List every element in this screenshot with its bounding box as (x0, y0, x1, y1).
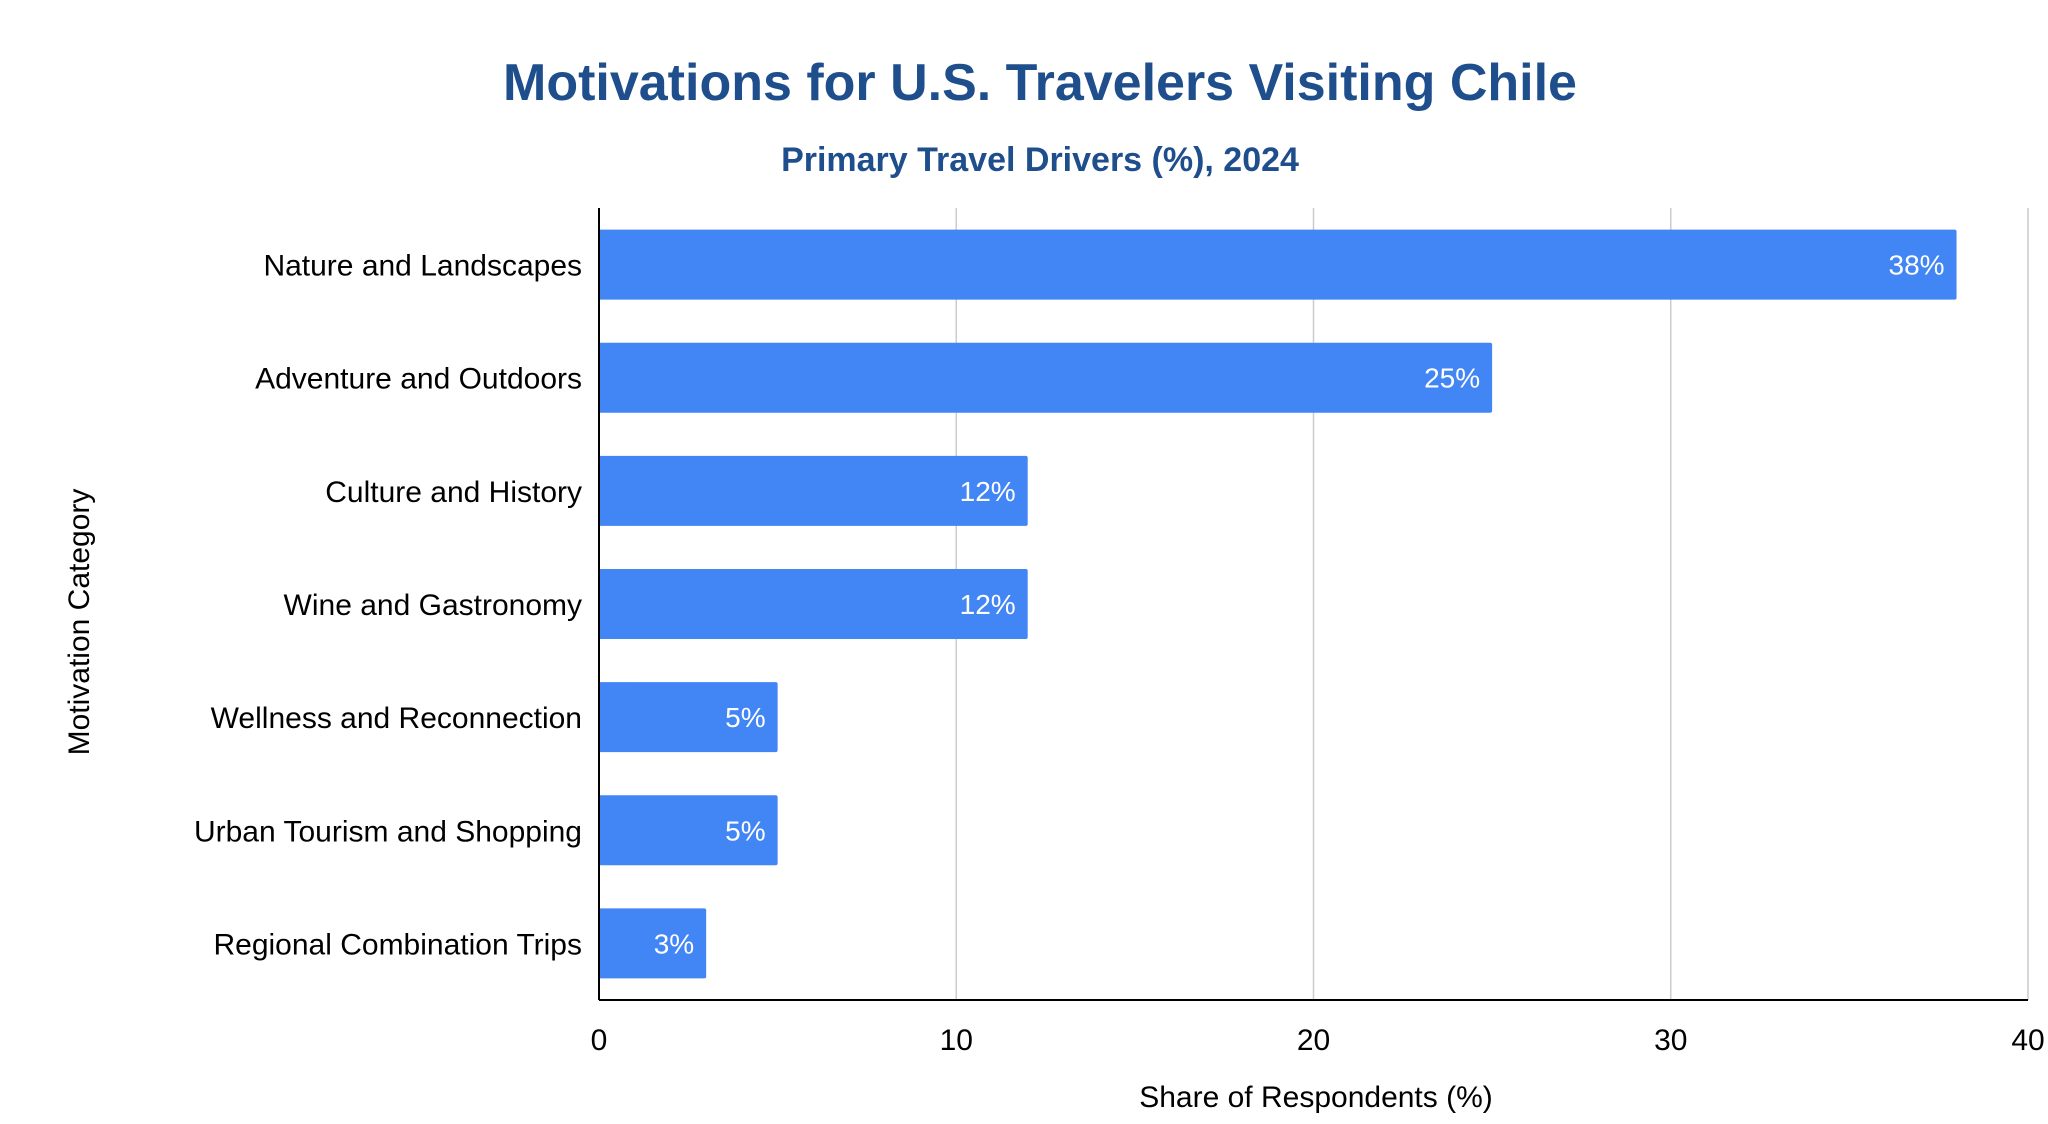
category-label: Wellness and Reconnection (211, 702, 582, 735)
category-label: Urban Tourism and Shopping (194, 815, 582, 848)
data-label: 5% (725, 815, 765, 846)
x-tick-label: 30 (1654, 1024, 1687, 1057)
category-label: Wine and Gastronomy (284, 589, 582, 622)
bar (599, 908, 707, 979)
data-label: 3% (654, 928, 694, 959)
category-label: Nature and Landscapes (263, 250, 582, 283)
data-label: 12% (960, 589, 1016, 620)
bar (599, 342, 1493, 413)
axes (598, 208, 2028, 1001)
data-label: 5% (725, 702, 765, 733)
bar (599, 569, 1028, 639)
x-tick-label: 40 (2011, 1024, 2044, 1057)
chart-subtitle: Primary Travel Drivers (%), 2024 (781, 141, 1299, 179)
category-label: Regional Combination Trips (213, 928, 582, 961)
bar (599, 229, 1957, 300)
x-tick-label: 0 (591, 1024, 608, 1057)
category-label: Culture and History (325, 476, 582, 509)
data-label: 25% (1424, 363, 1480, 394)
category-label: Adventure and Outdoors (255, 363, 582, 396)
bar (599, 682, 778, 753)
bars (599, 229, 1957, 979)
bar (599, 455, 1028, 526)
y-axis-label: Motivation Category (63, 489, 96, 756)
data-label: 12% (960, 476, 1016, 507)
data-label: 38% (1889, 250, 1945, 281)
x-axis-label: Share of Respondents (%) (1139, 1081, 1493, 1114)
chart-title: Motivations for U.S. Travelers Visiting … (503, 54, 1577, 112)
labels: 0 10 20 30 40 38% Nature and Landscapes 25% Adve… (194, 250, 2045, 1057)
x-tick-label: 10 (940, 1024, 973, 1057)
bar (599, 795, 778, 866)
grid-lines (955, 208, 2029, 1000)
x-tick-label: 20 (1297, 1024, 1330, 1057)
